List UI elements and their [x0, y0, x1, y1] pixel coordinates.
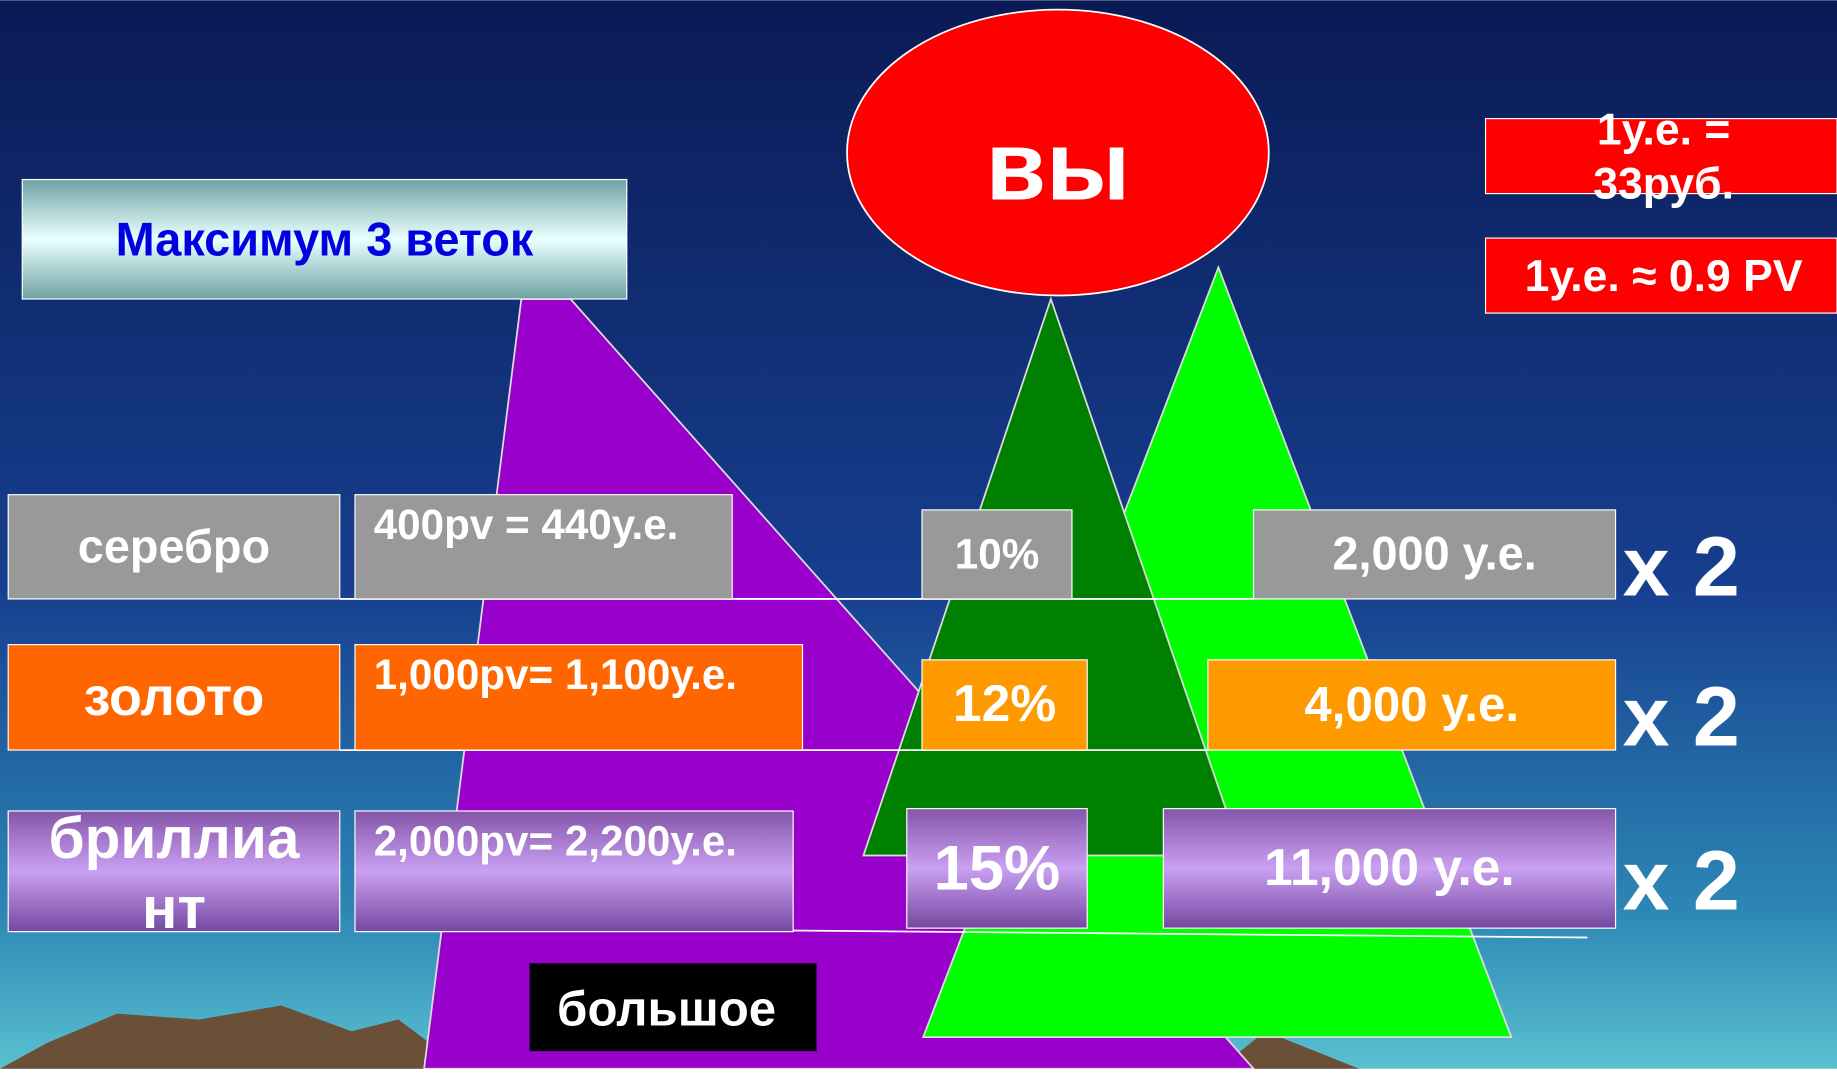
amount: 2,000 у.е. [1254, 510, 1616, 599]
amount: 11,000 у.е. [1163, 809, 1615, 928]
title: вы [986, 110, 1131, 220]
multiplier: x 2 [1623, 669, 1740, 763]
percent: 15% [907, 809, 1087, 928]
rank: серебро [8, 495, 340, 599]
rate: 1у.е. = 33руб. [1535, 94, 1793, 223]
pv: 1,000pv= 1,100у.е. [355, 645, 803, 750]
rank: бриллиант [8, 797, 340, 949]
percent: 10% [922, 510, 1072, 599]
pv: 2,000pv= 2,200у.е. [355, 811, 793, 932]
multiplier: x 2 [1623, 519, 1740, 613]
pv: 400pv = 440у.е. [355, 495, 732, 599]
rank: золото [8, 645, 340, 750]
percent: 12% [922, 660, 1087, 750]
multiplier: x 2 [1623, 833, 1740, 927]
footer: большое [557, 981, 776, 1036]
note: Максимум 3 веток [116, 214, 534, 266]
slide: вы Максимум 3 веток 1у.е. = 33руб. 1у.е.… [0, 0, 1837, 1069]
rate: 1у.е. ≈ 0.9 PV [1511, 213, 1816, 342]
amount: 4,000 у.е. [1208, 660, 1616, 750]
